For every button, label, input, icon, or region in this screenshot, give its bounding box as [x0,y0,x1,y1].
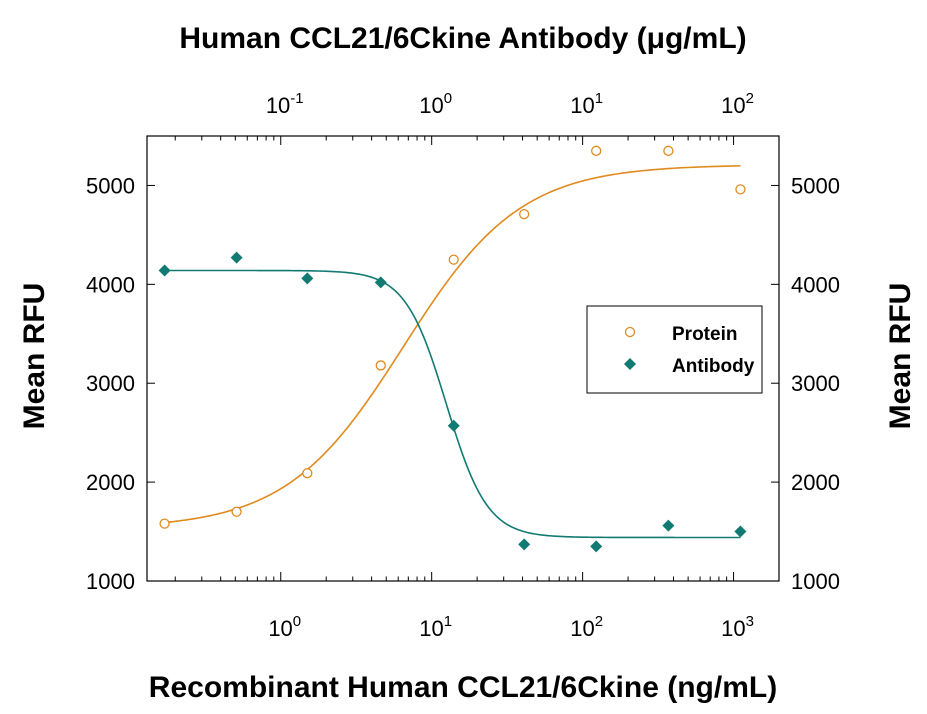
point-antibody [447,419,460,432]
point-antibody [590,540,603,553]
point-protein [591,145,602,156]
point-antibody [230,251,243,264]
legend-antibody-label: Antibody [672,356,755,377]
chart-y-axis-label-left: Mean RFU [18,283,51,430]
y-left-tick-label: 2000 [86,470,135,495]
y-right-tick-label: 5000 [791,173,840,198]
point-protein [663,145,674,156]
point-protein [735,184,746,195]
point-protein [159,518,170,529]
legend-protein-label: Protein [672,324,737,345]
point-antibody [518,538,531,551]
point-protein [375,360,386,371]
chart-y-axis-label-right: Mean RFU [884,283,917,430]
x-top-tick-label: 10-1 [266,90,304,118]
y-left-tick-label: 3000 [86,371,135,396]
point-antibody [158,264,171,277]
point-antibody [374,276,387,289]
y-left-tick-label: 5000 [86,173,135,198]
x-top-tick-label: 102 [721,90,754,118]
y-left-tick-label: 1000 [86,569,135,594]
chart-x-axis-label: Recombinant Human CCL21/6Ckine (ng/mL) [149,671,777,704]
legend-box [586,305,763,394]
axes-layer: 100 101 102 103 10-1 100 101 102 1000 1000 2000 200… [86,90,840,641]
point-protein [231,506,242,517]
legend-antibody-marker [624,358,636,370]
legend: Protein Antibody [586,305,763,394]
y-right-tick-label: 3000 [791,371,840,396]
y-left-tick-label: 4000 [86,272,135,297]
point-antibody [662,519,675,532]
x-bottom-tick-label: 103 [721,613,754,641]
y-right-tick-label: 4000 [791,272,840,297]
x-bottom-tick-label: 102 [570,613,603,641]
x-bottom-tick-label: 100 [268,613,301,641]
plot-frame [146,135,780,582]
point-antibody [734,525,747,538]
fit-curve-protein [164,165,741,524]
x-top-tick-label: 101 [570,90,603,118]
chart-top-title: Human CCL21/6Ckine Antibody (μg/mL) [179,22,746,55]
point-protein [448,254,459,265]
x-top-tick-label: 100 [419,90,452,118]
x-bottom-tick-label: 101 [419,613,452,641]
point-antibody [301,272,314,285]
y-right-tick-label: 1000 [791,569,840,594]
data-points [158,145,747,553]
point-protein [302,468,313,479]
point-protein [519,208,530,220]
legend-protein-marker [624,326,636,338]
y-right-tick-label: 2000 [791,470,840,495]
